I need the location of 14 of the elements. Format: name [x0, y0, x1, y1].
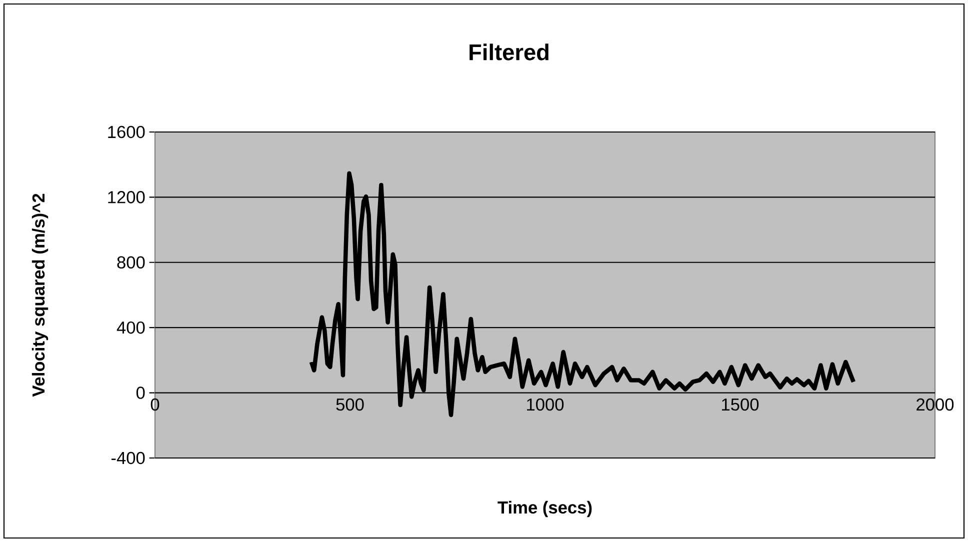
x-tick-label: 2000: [916, 398, 954, 411]
x-tick-label: 500: [336, 398, 364, 411]
x-tick-label: 1000: [527, 398, 564, 411]
x-axis-title: Time (secs): [498, 500, 592, 518]
x-tick-label: 0: [150, 398, 160, 411]
y-tick-label: 1600: [108, 126, 145, 138]
y-tick-label: 1200: [108, 191, 145, 204]
y-tick-label: 400: [116, 321, 145, 334]
x-tick-label: 1500: [722, 398, 759, 411]
y-tick-label: -400: [111, 452, 145, 464]
y-tick-label: 0: [136, 386, 145, 399]
y-axis-title: Velocity squared (m/s)^2: [32, 194, 48, 397]
y-tick-label: 800: [117, 256, 145, 269]
chart-title: Filtered: [470, 44, 548, 60]
